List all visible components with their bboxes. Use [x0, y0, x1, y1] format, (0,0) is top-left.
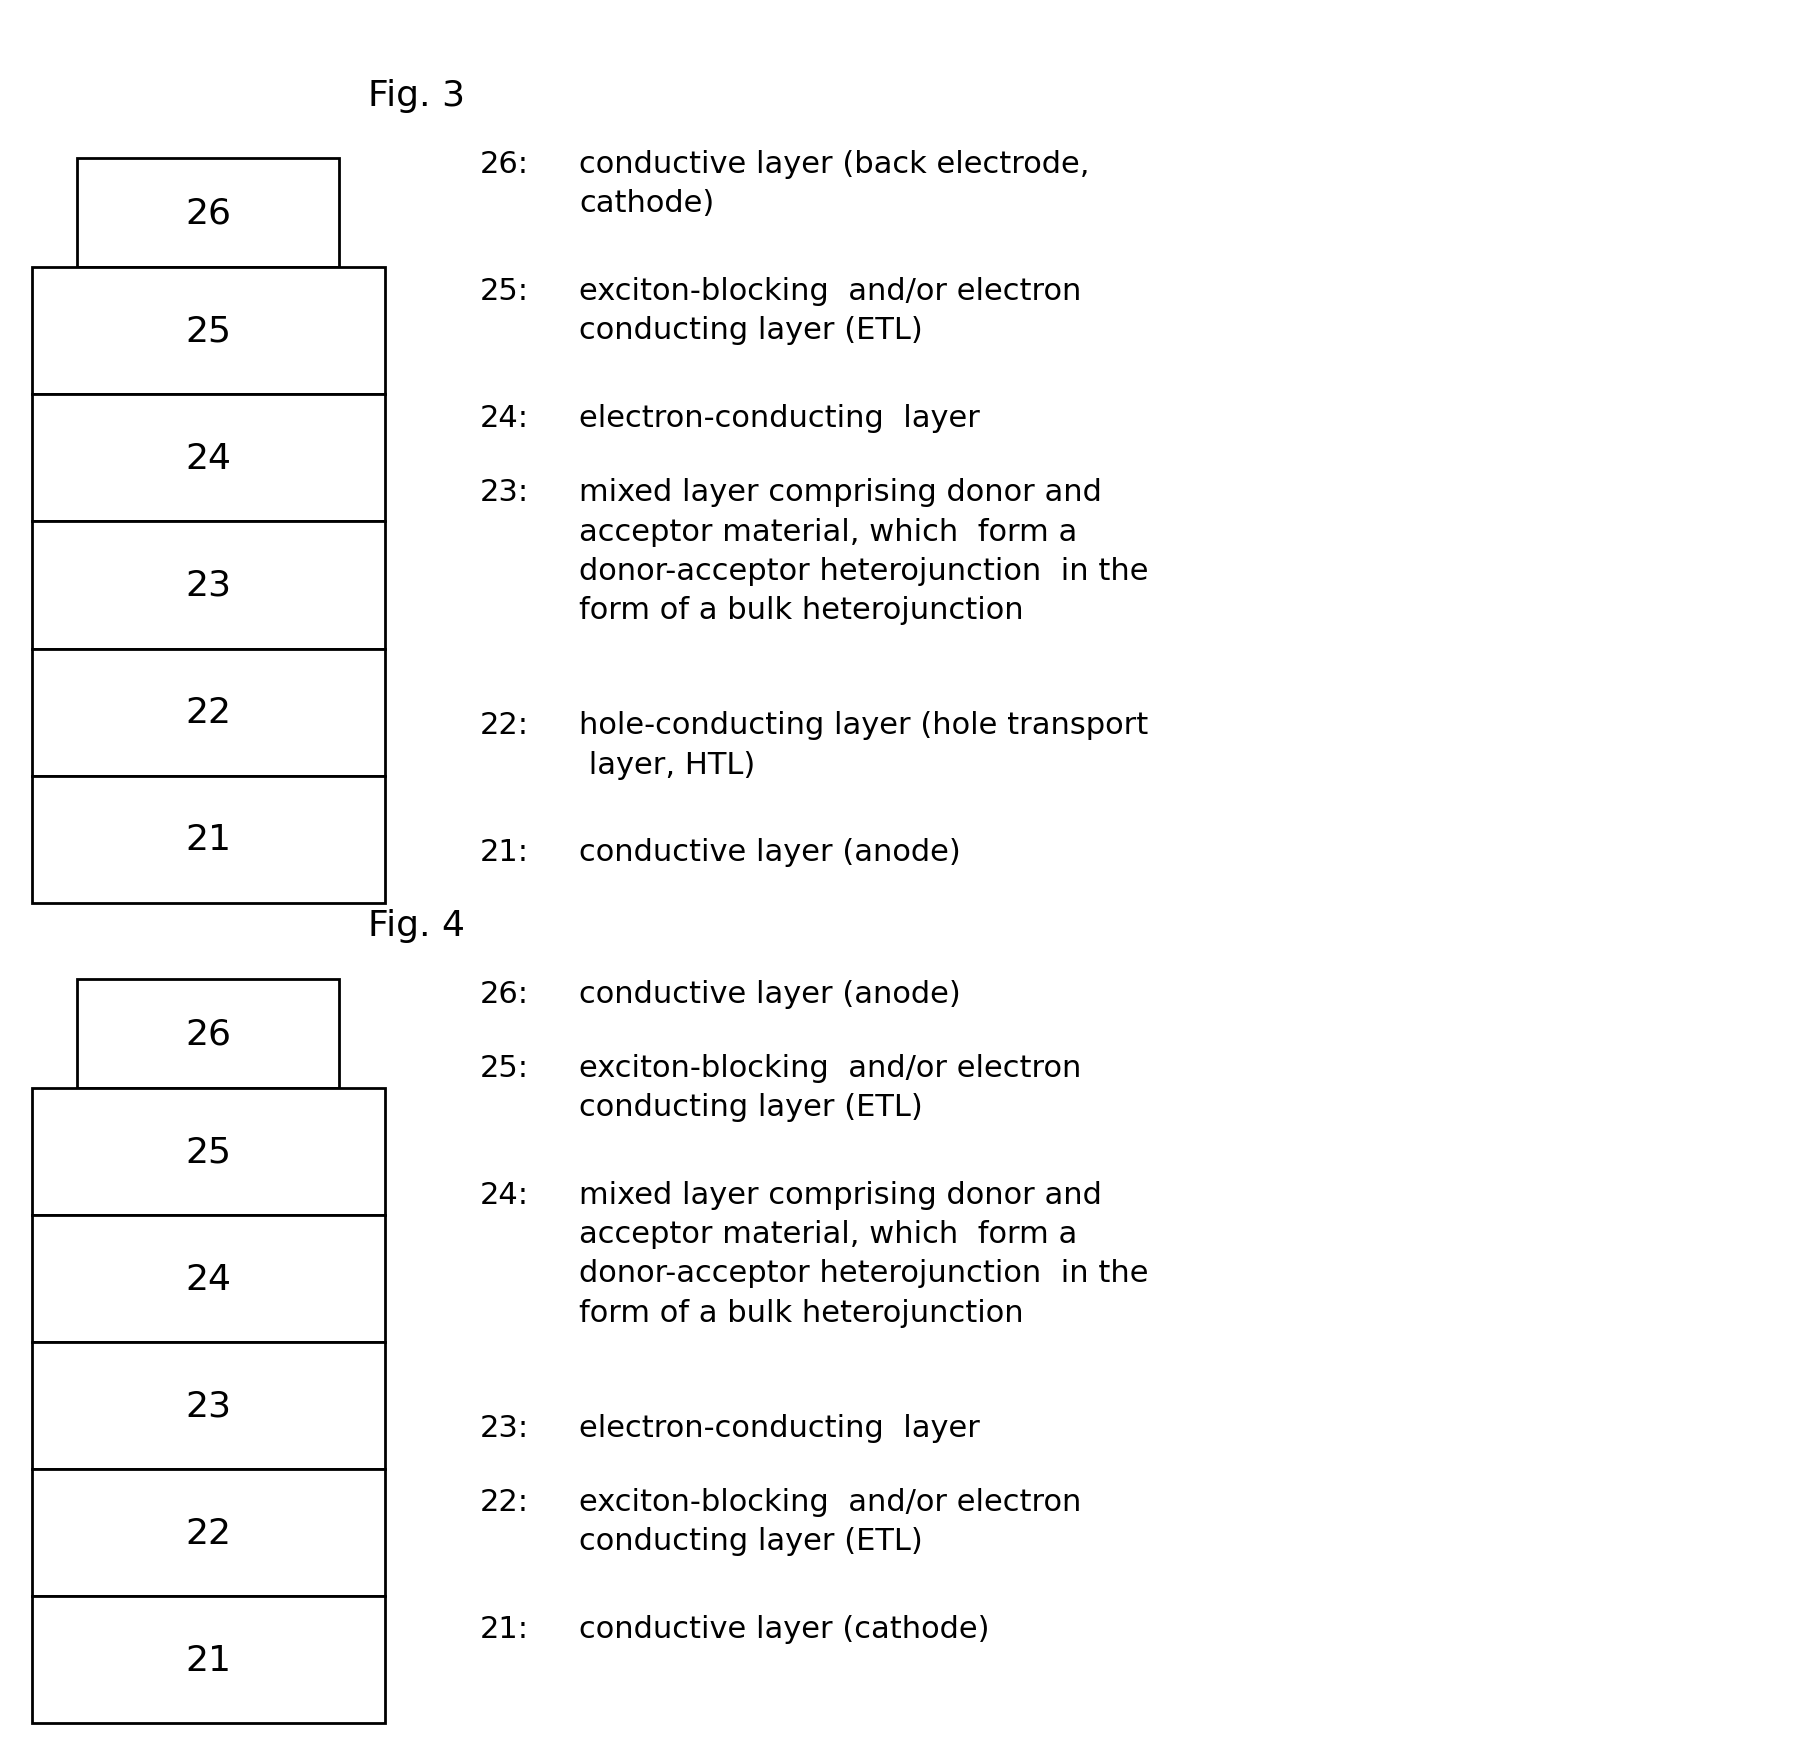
- Bar: [33, 522, 384, 649]
- Text: 22: 22: [185, 695, 232, 730]
- Text: 21: 21: [185, 1642, 232, 1678]
- Text: exciton-blocking  and/or electron
conducting layer (ETL): exciton-blocking and/or electron conduct…: [579, 1487, 1082, 1556]
- Text: 21:: 21:: [480, 1614, 529, 1642]
- Text: electron-conducting  layer: electron-conducting layer: [579, 1413, 979, 1441]
- Bar: [33, 776, 384, 903]
- Text: hole-conducting layer (hole transport
 layer, HTL): hole-conducting layer (hole transport la…: [579, 711, 1149, 780]
- Text: Fig. 4: Fig. 4: [367, 908, 465, 942]
- Text: 24: 24: [185, 1261, 232, 1297]
- Bar: [78, 979, 338, 1088]
- Text: mixed layer comprising donor and
acceptor material, which  form a
donor-acceptor: mixed layer comprising donor and accepto…: [579, 478, 1149, 624]
- Text: 23:: 23:: [480, 478, 529, 506]
- Text: 24:: 24:: [480, 1180, 529, 1208]
- Bar: [78, 159, 338, 268]
- Bar: [33, 1215, 384, 1342]
- Text: 26: 26: [185, 1016, 232, 1051]
- Text: 25: 25: [185, 1134, 232, 1170]
- Text: 26:: 26:: [480, 979, 529, 1007]
- Bar: [33, 649, 384, 776]
- Text: conductive layer (anode): conductive layer (anode): [579, 838, 961, 866]
- Text: 26:: 26:: [480, 150, 529, 178]
- Text: conductive layer (cathode): conductive layer (cathode): [579, 1614, 990, 1642]
- Text: 25:: 25:: [480, 1053, 529, 1081]
- Text: mixed layer comprising donor and
acceptor material, which  form a
donor-acceptor: mixed layer comprising donor and accepto…: [579, 1180, 1149, 1327]
- Text: 23: 23: [185, 1388, 232, 1424]
- Bar: [33, 395, 384, 522]
- Text: 24:: 24:: [480, 404, 529, 432]
- Text: 21: 21: [185, 822, 232, 857]
- Text: 23: 23: [185, 568, 232, 603]
- Text: 22: 22: [185, 1515, 232, 1551]
- Text: conductive layer (anode): conductive layer (anode): [579, 979, 961, 1007]
- Text: conductive layer (back electrode,
cathode): conductive layer (back electrode, cathod…: [579, 150, 1090, 219]
- Bar: [33, 1088, 384, 1215]
- Bar: [33, 1596, 384, 1723]
- Bar: [33, 268, 384, 395]
- Text: 22:: 22:: [480, 711, 529, 739]
- Text: 22:: 22:: [480, 1487, 529, 1515]
- Text: 25:: 25:: [480, 277, 529, 305]
- Text: electron-conducting  layer: electron-conducting layer: [579, 404, 979, 432]
- Text: 24: 24: [185, 441, 232, 476]
- Text: exciton-blocking  and/or electron
conducting layer (ETL): exciton-blocking and/or electron conduct…: [579, 1053, 1082, 1122]
- Bar: [33, 1469, 384, 1596]
- Text: 25: 25: [185, 314, 232, 349]
- Text: 21:: 21:: [480, 838, 529, 866]
- Text: exciton-blocking  and/or electron
conducting layer (ETL): exciton-blocking and/or electron conduct…: [579, 277, 1082, 346]
- Text: Fig. 3: Fig. 3: [367, 79, 465, 113]
- Text: 23:: 23:: [480, 1413, 529, 1441]
- Bar: [33, 1342, 384, 1469]
- Text: 26: 26: [185, 196, 232, 231]
